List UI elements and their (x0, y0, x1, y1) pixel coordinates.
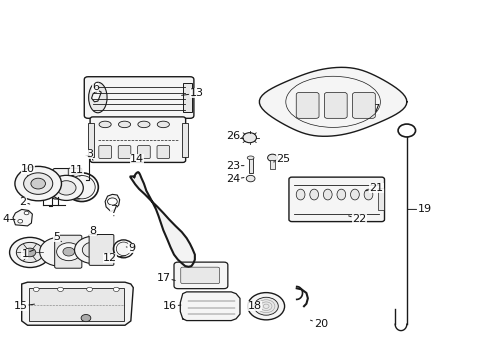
FancyBboxPatch shape (53, 168, 81, 199)
Ellipse shape (323, 189, 331, 200)
Ellipse shape (247, 156, 253, 159)
FancyBboxPatch shape (324, 93, 346, 118)
Circle shape (81, 315, 91, 321)
Circle shape (18, 220, 22, 223)
Polygon shape (91, 91, 101, 102)
Bar (88, 123, 94, 157)
Ellipse shape (309, 189, 318, 200)
Text: 7: 7 (110, 206, 117, 216)
FancyBboxPatch shape (352, 93, 374, 118)
Text: 21: 21 (365, 183, 383, 193)
Circle shape (31, 178, 45, 189)
Text: 26: 26 (225, 131, 243, 141)
Circle shape (246, 175, 254, 182)
Text: 1: 1 (21, 248, 34, 258)
Ellipse shape (116, 242, 131, 256)
Text: 6: 6 (92, 82, 99, 92)
Polygon shape (105, 194, 120, 212)
FancyBboxPatch shape (55, 235, 81, 268)
Text: 3: 3 (86, 149, 93, 160)
Polygon shape (180, 292, 240, 320)
Circle shape (16, 242, 43, 262)
Text: 10: 10 (20, 164, 35, 176)
Ellipse shape (99, 121, 111, 128)
Ellipse shape (350, 189, 359, 200)
Polygon shape (259, 67, 406, 136)
Ellipse shape (88, 82, 107, 113)
Bar (269, 159, 274, 168)
Text: 8: 8 (89, 226, 97, 236)
Circle shape (113, 287, 119, 292)
Text: 14: 14 (129, 154, 143, 164)
Circle shape (24, 211, 29, 215)
Ellipse shape (157, 121, 169, 128)
Circle shape (15, 166, 61, 201)
Text: 13: 13 (181, 88, 203, 98)
FancyBboxPatch shape (174, 262, 227, 289)
FancyBboxPatch shape (84, 77, 194, 118)
Ellipse shape (118, 121, 130, 128)
Ellipse shape (68, 176, 95, 199)
Circle shape (24, 248, 36, 257)
Circle shape (243, 133, 256, 143)
FancyBboxPatch shape (118, 145, 131, 158)
Ellipse shape (138, 121, 150, 128)
Text: 5: 5 (53, 232, 61, 242)
Circle shape (49, 175, 83, 201)
FancyBboxPatch shape (137, 145, 150, 158)
Bar (248, 158, 252, 173)
Circle shape (10, 237, 50, 267)
Text: 20: 20 (310, 319, 327, 329)
Bar (183, 83, 192, 112)
Circle shape (267, 154, 277, 161)
FancyBboxPatch shape (181, 267, 219, 284)
FancyBboxPatch shape (157, 145, 169, 158)
Ellipse shape (296, 189, 305, 200)
Text: 19: 19 (407, 204, 431, 215)
Circle shape (23, 173, 53, 194)
Text: 9: 9 (126, 243, 135, 253)
Circle shape (86, 287, 92, 292)
FancyBboxPatch shape (288, 177, 384, 222)
Ellipse shape (364, 189, 372, 200)
Text: 15: 15 (14, 301, 35, 311)
Circle shape (57, 243, 81, 261)
Circle shape (253, 297, 278, 315)
FancyBboxPatch shape (89, 234, 114, 265)
Text: 2: 2 (20, 197, 30, 207)
Text: 16: 16 (163, 301, 181, 311)
Bar (182, 123, 187, 157)
Text: 17: 17 (156, 273, 175, 283)
Text: 12: 12 (103, 253, 125, 263)
Bar (29, 288, 123, 321)
Circle shape (33, 287, 39, 292)
Ellipse shape (336, 189, 345, 200)
Text: 24: 24 (225, 174, 244, 184)
FancyBboxPatch shape (90, 117, 185, 162)
Polygon shape (13, 210, 32, 226)
Circle shape (74, 236, 111, 264)
FancyBboxPatch shape (68, 168, 81, 179)
Circle shape (63, 247, 74, 256)
Text: 23: 23 (225, 161, 244, 171)
Circle shape (40, 237, 78, 266)
Circle shape (57, 181, 76, 195)
Text: 11: 11 (70, 165, 84, 176)
Text: 25: 25 (273, 154, 289, 164)
Polygon shape (21, 282, 133, 325)
Circle shape (247, 293, 284, 320)
Text: 22: 22 (348, 215, 366, 224)
FancyBboxPatch shape (296, 93, 318, 118)
Text: 4: 4 (2, 215, 15, 224)
Circle shape (58, 287, 63, 292)
Polygon shape (130, 172, 194, 267)
Circle shape (82, 242, 103, 258)
Bar (377, 188, 383, 211)
Circle shape (107, 198, 117, 205)
Text: 27: 27 (358, 104, 380, 114)
FancyBboxPatch shape (99, 145, 111, 158)
Text: 18: 18 (247, 301, 261, 311)
